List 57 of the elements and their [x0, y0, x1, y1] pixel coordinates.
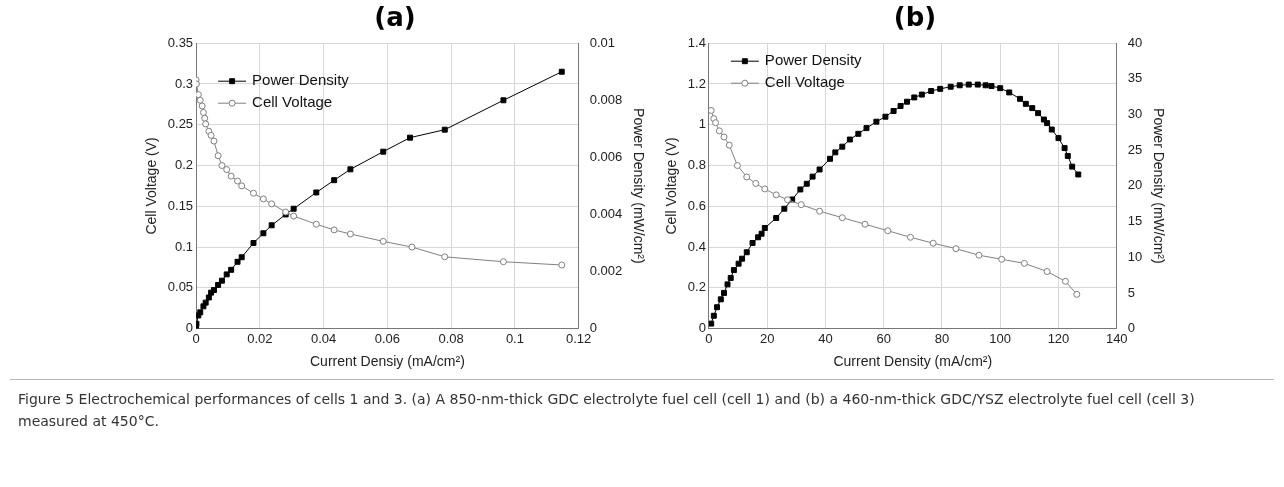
x-tick-label: 60: [876, 330, 891, 346]
y2-tick-label: 35: [1127, 70, 1143, 86]
y-tick-label: 1.4: [687, 34, 706, 50]
chart-title: (a): [374, 2, 416, 33]
y2-tick-label: 40: [1127, 34, 1143, 50]
y2-axis-title: Power Density (mW/cm²): [1150, 108, 1167, 264]
y2-tick-label: 25: [1127, 141, 1143, 157]
y2-tick-label: 20: [1127, 177, 1143, 193]
y-tick-label: 0.25: [167, 116, 194, 132]
x-tick-label: 0.06: [374, 330, 401, 346]
y-tick-label: 0.1: [175, 238, 194, 254]
y-tick-label: 1: [698, 116, 706, 132]
chart-title: (b): [893, 2, 937, 33]
legend-label: Power Density: [764, 51, 863, 69]
y2-tick-label: 30: [1127, 106, 1143, 122]
y-tick-label: 0.6: [687, 197, 706, 213]
y2-tick-label: 0.01: [589, 34, 615, 50]
y-tick-label: 0.4: [687, 238, 706, 254]
y-tick-label: 0.15: [167, 197, 194, 213]
x-tick-label: 20: [759, 330, 775, 346]
y2-tick-label: 5: [1127, 284, 1135, 300]
y-tick-label: 0.8: [687, 157, 706, 173]
y2-axis-title: Power Density (mW/cm²): [630, 108, 647, 264]
y-tick-label: 0.3: [175, 75, 194, 91]
legend-label: Cell Voltage: [764, 73, 845, 91]
legend-label: Power Density: [252, 71, 350, 89]
x-axis-title: Current Density (mA/cm²): [833, 353, 993, 370]
x-axis-title: Current Densiy (mA/cm²): [309, 353, 465, 370]
y2-tick-label: 0.006: [589, 148, 623, 164]
x-tick-label: 0.04: [310, 330, 337, 346]
x-tick-label: 140: [1105, 330, 1128, 346]
y-tick-label: 1.2: [687, 75, 706, 91]
x-tick-label: 0.02: [247, 330, 273, 346]
y2-tick-label: 0.008: [589, 91, 623, 107]
x-tick-label: 120: [1047, 330, 1070, 346]
y2-tick-label: 10: [1127, 248, 1143, 264]
y-tick-label: 0: [698, 320, 706, 336]
y-axis-title: Cell Voltage (V): [143, 137, 160, 235]
x-tick-label: 0.12: [566, 330, 592, 346]
legend-label: Cell Voltage: [252, 93, 333, 111]
y-tick-label: 0.35: [167, 34, 194, 50]
y-tick-label: 0.2: [687, 279, 706, 295]
caption: Figure 5 Electrochemical performances of cells 1 and 3. (a) A 850-nm-thick GDC electrolyte fuel cell (cell 1) and (b) a 460-nm-thick GDC/YSZ electrolyte fuel cell (cell 3) measured at 450°C.: [18, 390, 1196, 431]
y-tick-label: 0.05: [167, 279, 194, 295]
x-tick-label: 0.1: [505, 330, 524, 346]
y-axis-title: Cell Voltage (V): [663, 137, 680, 235]
y2-tick-label: 0.002: [589, 263, 623, 279]
y2-tick-label: 0.004: [589, 206, 623, 222]
y-tick-label: 0.2: [175, 157, 194, 173]
x-tick-label: 80: [934, 330, 950, 346]
x-tick-label: 40: [818, 330, 833, 346]
y2-tick-label: 15: [1127, 213, 1143, 229]
y-tick-label: 0: [185, 320, 194, 336]
x-tick-label: 0.08: [438, 330, 464, 346]
y2-tick-label: 0: [589, 320, 597, 336]
x-tick-label: 100: [989, 330, 1012, 346]
y2-tick-label: 0: [1127, 320, 1135, 336]
